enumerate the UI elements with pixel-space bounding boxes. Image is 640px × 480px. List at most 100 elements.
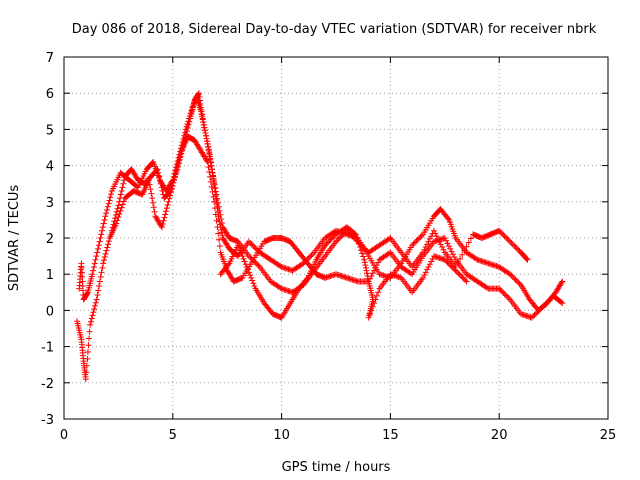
y-tick-label: 0 (46, 304, 54, 319)
data-point (362, 264, 369, 271)
data-point (532, 310, 539, 317)
data-point (428, 233, 435, 240)
data-point (449, 251, 456, 258)
data-point (239, 253, 246, 260)
data-point (219, 220, 226, 227)
data-point (99, 264, 106, 271)
data-point (107, 194, 114, 201)
data-point (90, 263, 97, 270)
data-point (180, 140, 187, 147)
data-point (249, 277, 256, 284)
data-point (255, 262, 262, 269)
data-point (104, 244, 111, 251)
data-point (102, 250, 109, 257)
data-point (433, 233, 440, 240)
data-point (323, 240, 330, 247)
data-point (215, 230, 222, 237)
data-point (113, 208, 120, 215)
data-point (505, 237, 512, 244)
data-point (443, 237, 450, 244)
data-point (163, 205, 170, 212)
data-point (461, 247, 468, 254)
data-point (245, 253, 252, 260)
data-point (362, 246, 369, 253)
data-point (167, 187, 174, 194)
data-point (117, 191, 124, 198)
data-point (115, 202, 122, 209)
data-point (166, 195, 173, 202)
data-point (435, 235, 441, 242)
data-point (102, 213, 109, 220)
data-point (96, 238, 103, 245)
data-point (213, 217, 220, 224)
data-point (350, 234, 357, 241)
data-point (104, 203, 111, 210)
data-point (501, 233, 508, 240)
data-point (120, 180, 127, 187)
data-point (417, 234, 424, 241)
data-point (211, 182, 218, 189)
data-point (203, 157, 210, 164)
data-point (352, 235, 359, 242)
data-point (335, 235, 342, 242)
data-point (155, 169, 162, 176)
data-point (170, 179, 177, 186)
data-point (507, 238, 514, 245)
data-point (498, 230, 505, 237)
data-point (277, 263, 284, 270)
data-point (250, 242, 257, 249)
data-point (414, 236, 421, 243)
data-point (459, 274, 466, 281)
data-point (456, 271, 463, 278)
data-point (410, 240, 417, 247)
data-point (214, 199, 221, 206)
data-point (358, 242, 365, 249)
data-point (422, 244, 429, 251)
data-point (250, 280, 257, 287)
data-point (509, 241, 516, 248)
data-point (337, 234, 344, 241)
data-point (157, 180, 164, 187)
data-point (496, 285, 503, 292)
data-point (483, 284, 490, 291)
data-point (413, 238, 420, 245)
data-point (364, 273, 371, 280)
x-tick-label: 0 (60, 428, 68, 443)
data-point (169, 182, 176, 189)
data-point (531, 311, 538, 318)
data-point (537, 306, 543, 313)
data-point (365, 314, 372, 321)
data-point (501, 291, 508, 298)
data-point (205, 144, 212, 151)
data-point (441, 256, 448, 263)
data-point (218, 215, 225, 222)
data-point (421, 272, 428, 279)
data-point (166, 188, 173, 195)
y-tick-label: -3 (41, 413, 54, 428)
data-point (97, 235, 104, 241)
data-point (496, 227, 503, 234)
data-point (422, 269, 429, 276)
data-point (213, 191, 220, 198)
data-point (90, 309, 97, 316)
data-point (207, 156, 214, 163)
data-point (372, 296, 379, 303)
data-point (87, 321, 94, 328)
data-point (212, 185, 219, 192)
data-point (99, 224, 106, 231)
data-point (147, 186, 154, 193)
data-point (354, 238, 361, 245)
data-point (95, 245, 101, 252)
data-point (511, 242, 518, 249)
data-point (436, 238, 443, 245)
data-point (369, 270, 376, 277)
data-point (368, 307, 375, 314)
data-point (361, 245, 368, 252)
data-point (88, 315, 95, 322)
data-point (375, 289, 382, 296)
y-tick-label: 7 (46, 51, 54, 66)
data-point (473, 255, 480, 262)
data-point (105, 238, 112, 245)
data-point (93, 296, 100, 303)
data-point (247, 254, 254, 261)
